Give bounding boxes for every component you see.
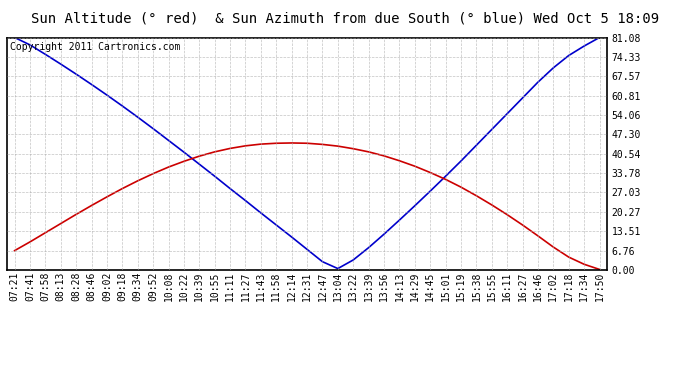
Text: Sun Altitude (° red)  & Sun Azimuth from due South (° blue) Wed Oct 5 18:09: Sun Altitude (° red) & Sun Azimuth from … <box>31 11 659 25</box>
Text: Copyright 2011 Cartronics.com: Copyright 2011 Cartronics.com <box>10 42 180 52</box>
